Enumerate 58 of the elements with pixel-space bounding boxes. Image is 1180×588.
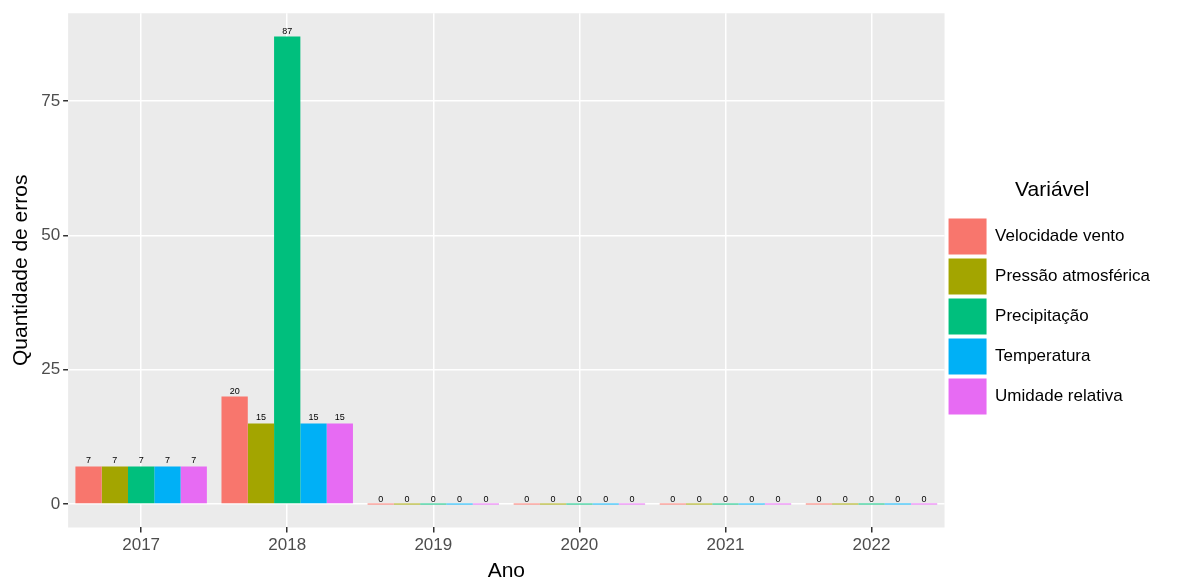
- legend-label: Pressão atmosférica: [995, 266, 1151, 286]
- data-label: 0: [629, 493, 635, 504]
- bar: [180, 466, 207, 504]
- legend-title: Variável: [1015, 176, 1090, 200]
- data-label: 0: [378, 493, 384, 504]
- x-tick-label: 2020: [560, 535, 599, 555]
- data-label: 7: [112, 455, 118, 466]
- data-label: 7: [164, 455, 170, 466]
- data-label: 0: [483, 493, 489, 504]
- data-label: 15: [308, 412, 319, 423]
- data-label: 0: [775, 493, 781, 504]
- x-tick-label: 2019: [414, 535, 453, 555]
- data-label: 7: [138, 455, 144, 466]
- data-label: 0: [921, 493, 927, 504]
- data-label: 0: [670, 493, 676, 504]
- bar: [326, 423, 353, 504]
- bar: [154, 466, 181, 504]
- data-label: 0: [696, 493, 702, 504]
- x-tick-label: 2018: [268, 535, 307, 555]
- bar: [300, 423, 327, 504]
- y-tick-label: 50: [41, 225, 61, 245]
- data-label: 0: [404, 493, 410, 504]
- data-label: 0: [869, 493, 875, 504]
- data-label: 0: [895, 493, 901, 504]
- bar: [221, 396, 248, 504]
- bar: [101, 466, 128, 504]
- data-label: 15: [255, 412, 266, 423]
- data-label: 0: [816, 493, 822, 504]
- x-tick-label: 2021: [706, 535, 745, 555]
- bar: [128, 466, 155, 504]
- legend-label: Velocidade vento: [995, 226, 1125, 246]
- y-tick-label: 25: [41, 359, 61, 379]
- data-label: 0: [550, 493, 556, 504]
- data-label: 0: [749, 493, 755, 504]
- data-label: 0: [603, 493, 609, 504]
- data-label: 7: [86, 455, 92, 466]
- data-label: 87: [282, 25, 293, 36]
- data-label: 0: [842, 493, 848, 504]
- data-label: 20: [229, 385, 240, 396]
- x-tick-label: 2017: [122, 535, 161, 555]
- y-tick-label: 0: [50, 493, 61, 513]
- x-tick-label: 2022: [852, 535, 891, 555]
- legend-label: Temperatura: [995, 346, 1092, 366]
- data-label: 0: [722, 493, 728, 504]
- data-label: 0: [524, 493, 530, 504]
- legend-label: Precipitação: [995, 306, 1089, 326]
- bar: [247, 423, 275, 504]
- legend-label: Umidade relativa: [995, 386, 1124, 406]
- bar: [274, 36, 301, 504]
- x-axis-title: Ano: [487, 558, 526, 582]
- data-label: 7: [191, 455, 197, 466]
- data-label: 15: [334, 412, 345, 423]
- y-axis-title: Quantidade de erros: [8, 174, 32, 367]
- data-label: 0: [576, 493, 582, 504]
- y-tick-label: 75: [41, 90, 61, 110]
- bar: [75, 466, 102, 504]
- data-label: 0: [457, 493, 463, 504]
- data-label: 0: [430, 493, 436, 504]
